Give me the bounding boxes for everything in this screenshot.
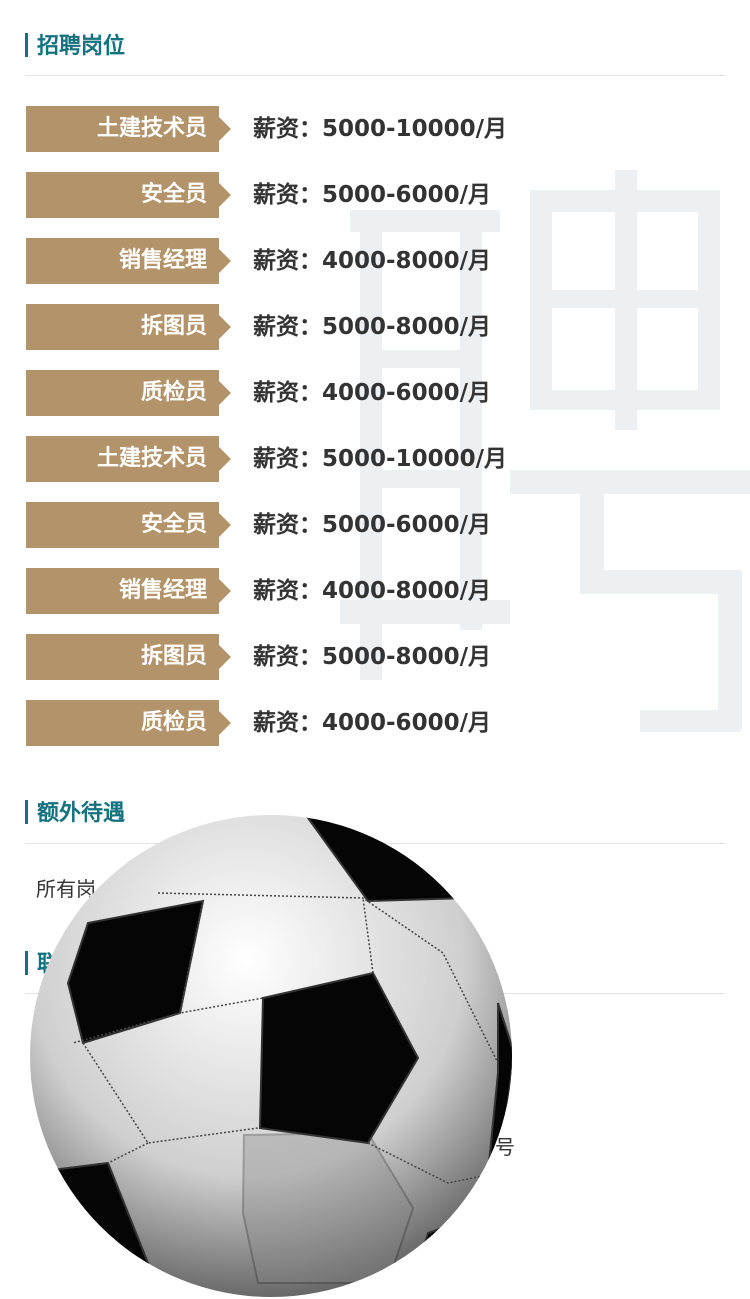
job-title-label: 拆图员: [26, 304, 219, 350]
watermark-image: [340, 170, 750, 732]
job-salary: 薪资：5000-6000/月: [253, 182, 491, 208]
arrow-icon: [219, 645, 231, 669]
job-salary: 薪资：4000-6000/月: [253, 380, 491, 406]
job-title-label: 质检员: [26, 370, 219, 416]
heading-text: 招聘岗位: [37, 34, 126, 59]
section-heading-benefits: 额外待遇: [25, 795, 125, 827]
job-salary: 薪资：5000-10000/月: [253, 446, 507, 472]
contact-fragment: 号: [495, 1135, 515, 1159]
job-salary: 薪资：5000-6000/月: [253, 512, 491, 538]
arrow-icon: [219, 315, 231, 339]
arrow-icon: [219, 711, 231, 735]
job-title-label: 销售经理: [26, 568, 219, 614]
benefits-text: 所有岗: [36, 877, 96, 901]
heading-bar: [25, 33, 28, 57]
arrow-icon: [219, 513, 231, 537]
job-title-label: 土建技术员: [26, 436, 219, 482]
divider: [25, 75, 725, 76]
job-title-label: 拆图员: [26, 634, 219, 680]
job-salary: 薪资：4000-8000/月: [253, 248, 491, 274]
arrow-icon: [219, 117, 231, 141]
arrow-icon: [219, 183, 231, 207]
job-salary: 薪资：4000-8000/月: [253, 578, 491, 604]
job-title-label: 安全员: [26, 172, 219, 218]
job-salary: 薪资：4000-6000/月: [253, 710, 491, 736]
job-title-label: 土建技术员: [26, 106, 219, 152]
section-heading-positions: 招聘岗位: [25, 28, 125, 60]
arrow-icon: [219, 381, 231, 405]
arrow-icon: [219, 579, 231, 603]
job-salary: 薪资：5000-10000/月: [253, 116, 507, 142]
arrow-icon: [219, 447, 231, 471]
job-title-label: 安全员: [26, 502, 219, 548]
job-salary: 薪资：5000-8000/月: [253, 644, 491, 670]
job-title-label: 质检员: [26, 700, 219, 746]
heading-bar: [25, 951, 28, 975]
job-title-label: 销售经理: [26, 238, 219, 284]
soccer-ball-image: [30, 815, 512, 1297]
arrow-icon: [219, 249, 231, 273]
heading-text: 额外待遇: [37, 801, 126, 826]
heading-bar: [25, 800, 28, 824]
job-salary: 薪资：5000-8000/月: [253, 314, 491, 340]
